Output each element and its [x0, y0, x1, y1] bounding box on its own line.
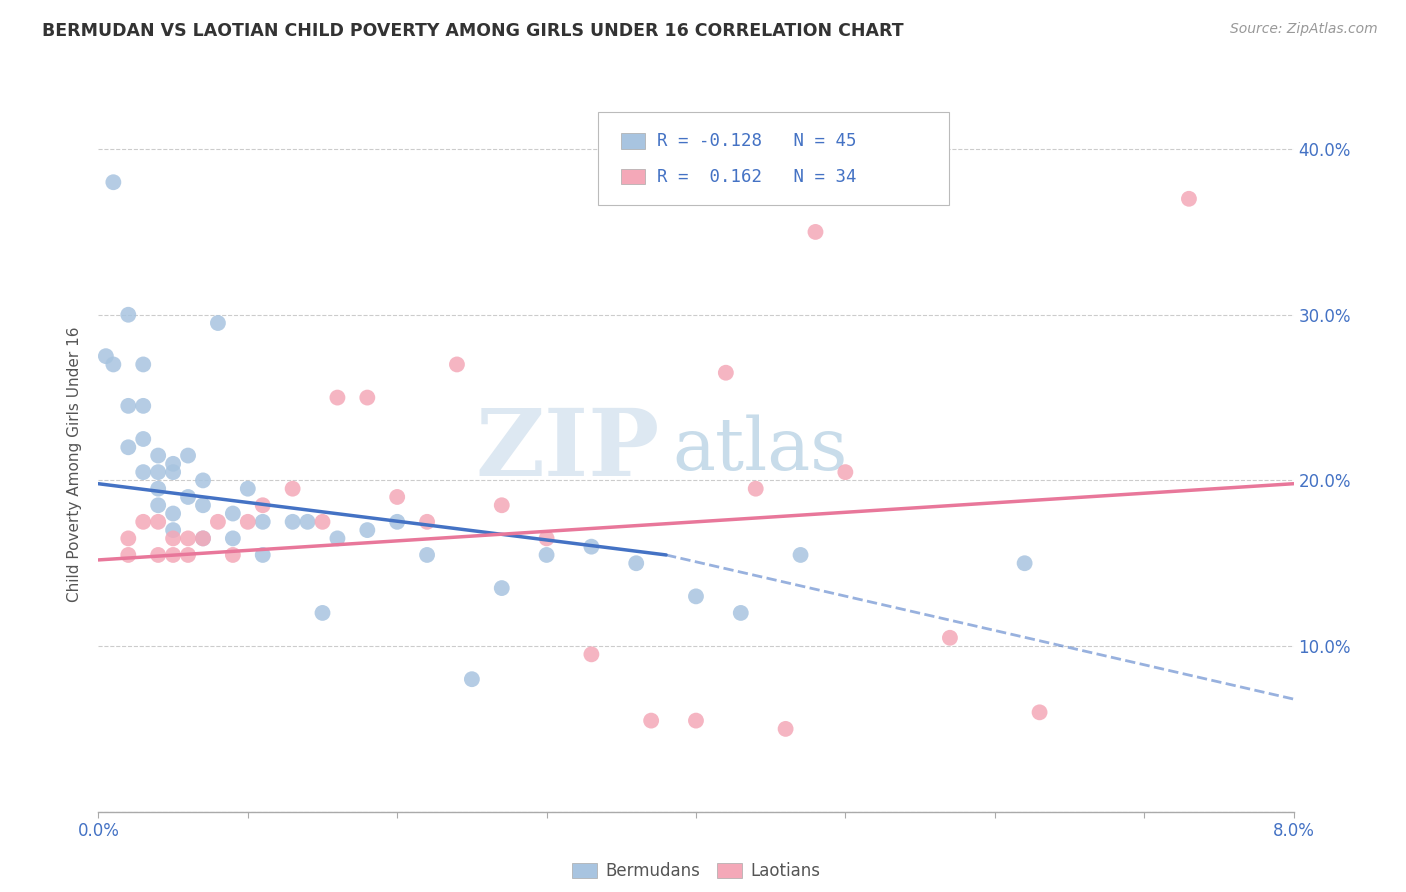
Point: [1028, 706, 1050, 720]
Point: [939, 631, 962, 645]
Point: [222, 507, 245, 521]
Point: [236, 482, 259, 496]
Point: [177, 490, 200, 504]
Point: [117, 399, 139, 413]
Point: [491, 498, 513, 512]
Point: [117, 308, 139, 322]
Point: [148, 515, 170, 529]
Point: [789, 548, 811, 562]
Point: [685, 714, 707, 728]
Point: [177, 548, 200, 562]
Point: [385, 490, 409, 504]
Point: [252, 498, 274, 512]
Point: [624, 556, 647, 570]
Point: [416, 548, 439, 562]
Text: atlas: atlas: [672, 415, 848, 485]
Point: [103, 175, 125, 189]
Legend: Bermudans, Laotians: Bermudans, Laotians: [565, 855, 827, 887]
Point: [326, 391, 349, 405]
Point: [191, 498, 214, 512]
Point: [236, 515, 259, 529]
Point: [326, 532, 349, 546]
Text: R =  0.162   N = 34: R = 0.162 N = 34: [657, 168, 856, 186]
Point: [162, 523, 184, 537]
Point: [177, 449, 200, 463]
Text: BERMUDAN VS LAOTIAN CHILD POVERTY AMONG GIRLS UNDER 16 CORRELATION CHART: BERMUDAN VS LAOTIAN CHILD POVERTY AMONG …: [42, 22, 904, 40]
Y-axis label: Child Poverty Among Girls Under 16: Child Poverty Among Girls Under 16: [67, 326, 83, 601]
Text: Source: ZipAtlas.com: Source: ZipAtlas.com: [1230, 22, 1378, 37]
Point: [191, 532, 214, 546]
Point: [385, 515, 409, 529]
Point: [640, 714, 662, 728]
Point: [1014, 556, 1036, 570]
Point: [148, 449, 170, 463]
Point: [94, 349, 117, 363]
Point: [536, 548, 558, 562]
Point: [685, 590, 707, 604]
Point: [162, 465, 184, 479]
Point: [103, 358, 125, 372]
Point: [581, 540, 603, 554]
Point: [252, 548, 274, 562]
Point: [117, 532, 139, 546]
Point: [804, 225, 827, 239]
Point: [117, 440, 139, 454]
Point: [311, 515, 333, 529]
Point: [281, 515, 304, 529]
Point: [132, 399, 155, 413]
Point: [132, 432, 155, 446]
Point: [207, 515, 229, 529]
Point: [536, 532, 558, 546]
Point: [132, 515, 155, 529]
Point: [162, 532, 184, 546]
Point: [775, 722, 797, 736]
Point: [714, 366, 737, 380]
Point: [416, 515, 439, 529]
Point: [356, 523, 378, 537]
Text: ZIP: ZIP: [475, 405, 661, 495]
Point: [162, 507, 184, 521]
Point: [356, 391, 378, 405]
Point: [191, 474, 214, 488]
Point: [132, 358, 155, 372]
Point: [148, 465, 170, 479]
Point: [191, 532, 214, 546]
Point: [222, 548, 245, 562]
Point: [311, 606, 333, 620]
Point: [207, 316, 229, 330]
Point: [162, 548, 184, 562]
Point: [132, 465, 155, 479]
Point: [1178, 192, 1201, 206]
Point: [252, 515, 274, 529]
Text: R = -0.128   N = 45: R = -0.128 N = 45: [657, 132, 856, 150]
Point: [117, 548, 139, 562]
Point: [461, 672, 484, 686]
Point: [297, 515, 319, 529]
Point: [177, 532, 200, 546]
Point: [148, 498, 170, 512]
Point: [222, 532, 245, 546]
Point: [745, 482, 768, 496]
Point: [446, 358, 468, 372]
Point: [148, 482, 170, 496]
Point: [834, 465, 856, 479]
Point: [730, 606, 752, 620]
Point: [162, 457, 184, 471]
Point: [491, 581, 513, 595]
Point: [281, 482, 304, 496]
Point: [581, 648, 603, 662]
Point: [148, 548, 170, 562]
